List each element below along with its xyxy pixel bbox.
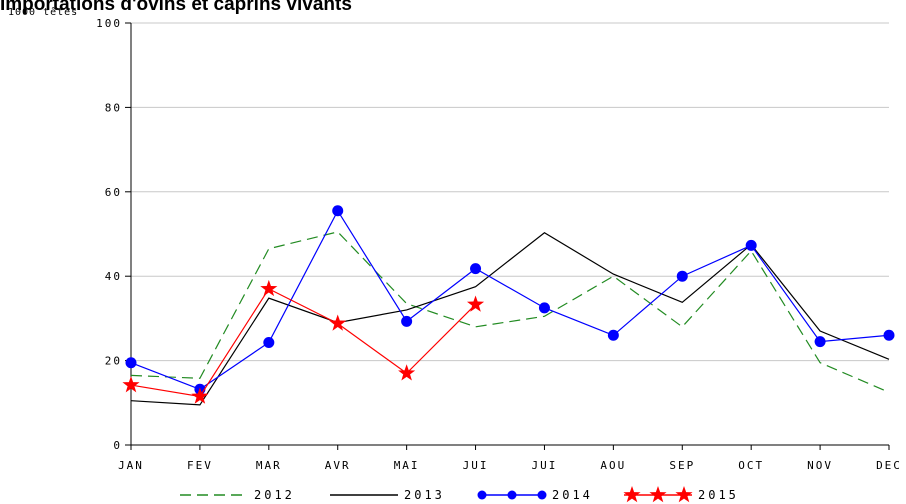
legend-label-2012: 2012 [254,488,295,502]
data-point-2014 [883,329,895,341]
data-point-2014 [607,329,619,341]
data-point-2014 [538,302,550,314]
axes: 0 20 40 60 80 100 JAN FEV MAR AVR MAI JUI JUI AOU SEP O… [96,17,902,472]
data-point-2014 [745,239,757,251]
legend-marker-2015 [649,486,667,503]
x-tick-label: SEP [669,459,695,472]
legend-item-2012: 2012 [180,488,295,502]
data-point-2014 [125,357,137,369]
series-2013 [130,232,890,406]
legend-label-2013: 2013 [404,488,445,502]
x-tick-label: AOU [600,459,626,472]
data-point-2015 [329,314,347,331]
data-point-2014 [401,315,413,327]
data-point-2015 [466,295,485,312]
data-point-2015 [191,387,209,404]
series-2014 [125,205,895,395]
series-2012 [130,231,890,393]
legend-marker-2014 [537,490,547,500]
x-tick-label: JUI [532,459,558,472]
legend-marker-2014 [477,490,487,500]
legend-item-2015: 2015 [623,486,739,503]
legend-marker-2014 [507,490,517,500]
y-tick-label: 60 [105,186,122,199]
y-axis-unit-label: 1000 têtes [8,6,78,18]
legend-label-2015: 2015 [698,488,739,502]
series-2015 [122,279,485,404]
data-point-2015 [398,364,416,381]
data-point-2014 [332,205,344,217]
series-line-2013 [130,232,890,406]
series-line-2012 [130,231,890,393]
y-tick-label: 80 [105,101,122,114]
legend: 2012 2013 2014 2015 [180,486,739,503]
x-tick-label: AVR [325,459,351,472]
chart-title: Importations d'ovins et caprins vivants [0,0,352,15]
x-tick-label: JUI [463,459,489,472]
grid-lines [131,22,889,362]
legend-item-2014: 2014 [477,488,593,502]
x-tick-label: DEC [876,459,902,472]
x-tick-label: MAI [394,459,420,472]
x-tick-label: JAN [118,459,144,472]
x-tick-label: MAR [256,459,282,472]
data-point-2014 [470,263,482,275]
data-point-2014 [814,336,826,348]
data-point-2015 [122,376,140,393]
x-tick-label: OCT [738,459,764,472]
x-tick-label: FEV [187,459,213,472]
data-point-2014 [676,270,688,282]
legend-label-2014: 2014 [552,488,593,502]
y-tick-label: 20 [105,355,122,368]
y-tick-label: 0 [113,439,122,452]
y-tick-label: 100 [96,17,122,30]
series-layer [122,205,895,406]
x-tick-label: NOV [807,459,833,472]
series-line-2015 [130,288,476,398]
legend-marker-2015 [675,486,693,503]
series-line-2014 [130,209,890,390]
data-point-2014 [263,336,275,348]
legend-item-2013: 2013 [330,488,445,502]
legend-marker-2015 [623,486,641,503]
data-point-2015 [260,279,278,297]
y-tick-label: 40 [105,270,122,283]
